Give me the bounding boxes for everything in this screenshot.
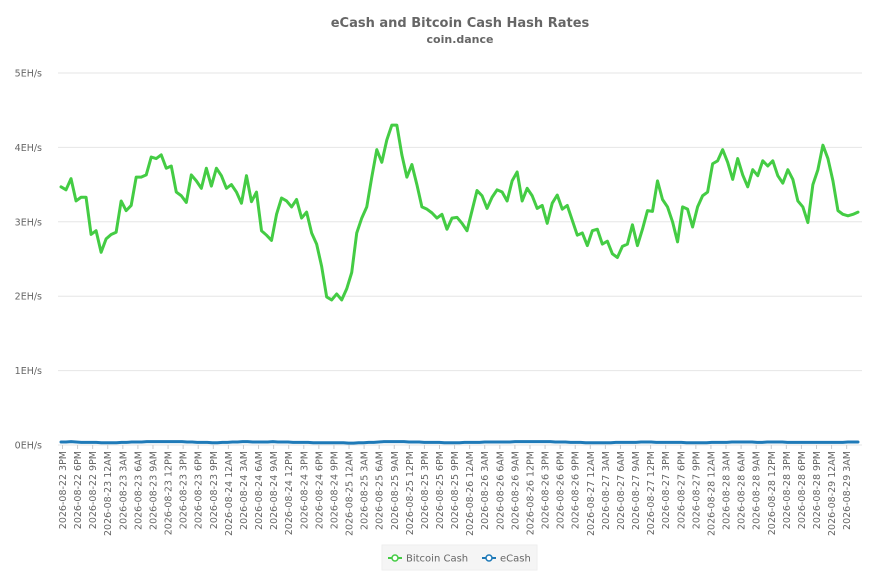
x-tick-label: 2026-08-25 9AM <box>390 451 401 530</box>
x-tick-label: 2026-08-25 9PM <box>450 451 461 529</box>
x-tick-label: 2026-08-25 3PM <box>420 451 431 529</box>
legend-label-bitcoin-cash: Bitcoin Cash <box>406 554 468 565</box>
x-tick-label: 2026-08-25 12AM <box>345 451 356 536</box>
x-tick-label: 2026-08-24 6PM <box>314 451 325 529</box>
x-tick-label: 2026-08-26 9PM <box>571 451 582 529</box>
x-axis: 2026-08-22 3PM 2026-08-22 6PM 2026-08-22 9… <box>58 445 853 536</box>
y-tick-label: 3EH/s <box>15 217 42 228</box>
x-tick-label: 2026-08-27 3AM <box>601 451 612 530</box>
x-tick-label: 2026-08-26 12AM <box>465 451 476 536</box>
y-tick-label: 1EH/s <box>15 366 42 377</box>
x-tick-label: 2026-08-25 12PM <box>405 451 416 535</box>
x-tick-label: 2026-08-22 6PM <box>73 451 84 529</box>
x-tick-label: 2026-08-28 3PM <box>782 451 793 529</box>
y-tick-label: 4EH/s <box>15 143 42 154</box>
y-tick-label: 0EH/s <box>15 441 42 452</box>
x-tick-label: 2026-08-29 3AM <box>842 451 853 530</box>
x-tick-label: 2026-08-28 9PM <box>812 451 823 529</box>
x-tick-label: 2026-08-28 12AM <box>706 451 717 536</box>
x-tick-label: 2026-08-25 6AM <box>375 451 386 530</box>
x-tick-label: 2026-08-23 12AM <box>103 451 114 536</box>
x-tick-label: 2026-08-27 12AM <box>586 451 597 536</box>
x-tick-label: 2026-08-23 3PM <box>179 451 190 529</box>
legend-marker-ecash <box>485 554 493 562</box>
x-tick-label: 2026-08-24 3AM <box>239 451 250 530</box>
x-tick-label: 2026-08-28 6PM <box>797 451 808 529</box>
chart-subtitle: coin.dance <box>427 33 494 46</box>
y-tick-label: 2EH/s <box>15 292 42 303</box>
x-tick-label: 2026-08-26 3AM <box>480 451 491 530</box>
x-tick-label: 2026-08-28 9AM <box>752 451 763 530</box>
x-tick-label: 2026-08-24 9AM <box>269 451 280 530</box>
x-tick-label: 2026-08-26 6AM <box>495 451 506 530</box>
legend-item-bitcoin-cash[interactable]: Bitcoin Cash <box>388 554 468 565</box>
x-tick-label: 2026-08-24 6AM <box>254 451 265 530</box>
x-tick-label: 2026-08-24 9PM <box>329 451 340 529</box>
x-tick-label: 2026-08-23 6PM <box>194 451 205 529</box>
x-tick-label: 2026-08-28 12PM <box>767 451 778 535</box>
plot-area <box>59 123 860 445</box>
legend-marker-bitcoin-cash <box>391 554 399 562</box>
x-tick-label: 2026-08-26 3PM <box>541 451 552 529</box>
x-tick-label: 2026-08-28 3AM <box>722 451 733 530</box>
x-tick-label: 2026-08-25 3AM <box>360 451 371 530</box>
x-tick-label: 2026-08-23 9PM <box>209 451 220 529</box>
legend-label-ecash: eCash <box>500 554 531 565</box>
chart-title: eCash and Bitcoin Cash Hash Rates <box>331 16 590 31</box>
x-tick-label: 2026-08-26 9AM <box>510 451 521 530</box>
x-tick-label: 2026-08-27 12PM <box>646 451 657 535</box>
series-line-ecash[interactable] <box>59 440 860 445</box>
series-line-bitcoin-cash[interactable] <box>59 123 860 302</box>
x-tick-label: 2026-08-28 6AM <box>737 451 748 530</box>
y-tick-label: 5EH/s <box>15 69 42 80</box>
x-tick-label: 2026-08-27 6AM <box>616 451 627 530</box>
x-tick-label: 2026-08-22 9PM <box>88 451 99 529</box>
x-tick-label: 2026-08-22 3PM <box>58 451 69 529</box>
x-tick-label: 2026-08-23 6AM <box>133 451 144 530</box>
legend-background <box>381 544 538 571</box>
x-tick-label: 2026-08-24 12PM <box>284 451 295 535</box>
x-tick-label: 2026-08-27 9PM <box>691 451 702 529</box>
x-tick-label: 2026-08-24 3PM <box>299 451 310 529</box>
y-axis: 0EH/s 1EH/s 2EH/s 3EH/s 4EH/s 5EH/s <box>15 69 42 452</box>
x-tick-label: 2026-08-25 6PM <box>435 451 446 529</box>
x-tick-label: 2026-08-26 6PM <box>556 451 567 529</box>
x-tick-label: 2026-08-23 3AM <box>118 451 129 530</box>
x-tick-label: 2026-08-24 12AM <box>224 451 235 536</box>
x-tick-label: 2026-08-23 9AM <box>148 451 159 530</box>
x-tick-label: 2026-08-27 9AM <box>631 451 642 530</box>
x-tick-label: 2026-08-27 3PM <box>661 451 672 529</box>
x-tick-label: 2026-08-29 12AM <box>827 451 838 536</box>
x-tick-label: 2026-08-26 12PM <box>525 451 536 535</box>
grid-lines <box>58 72 862 446</box>
legend-item-ecash[interactable]: eCash <box>482 554 531 565</box>
x-tick-label: 2026-08-27 6PM <box>676 451 687 529</box>
legend[interactable]: Bitcoin Cash eCash <box>381 544 538 571</box>
x-tick-label: 2026-08-23 12PM <box>164 451 175 535</box>
